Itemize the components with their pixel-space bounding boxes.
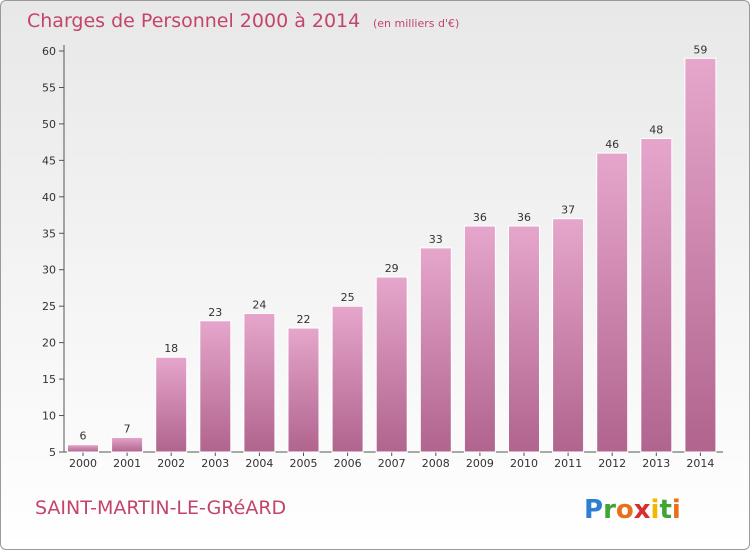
y-tick-label: 55 [42,81,56,94]
x-tick-label: 2008 [422,457,450,470]
x-tick-label: 2004 [245,457,273,470]
bar [199,320,232,453]
x-tick-label: 2014 [686,457,714,470]
x-tick-label: 2012 [598,457,626,470]
y-tick-label: 30 [42,264,56,277]
data-label: 23 [208,306,222,319]
data-label: 6 [80,430,87,443]
x-tick-label: 2010 [510,457,538,470]
logo-letter: i [672,495,681,525]
y-tick-label: 15 [42,373,56,386]
data-label: 22 [297,313,311,326]
x-tick-label: 2011 [554,457,582,470]
data-label: 59 [693,43,707,56]
bar [684,57,717,453]
y-tick-label: 20 [42,337,56,350]
y-tick-label: 10 [42,410,56,423]
y-tick-label: 45 [42,154,56,167]
y-tick-label: 50 [42,118,56,131]
bar [243,312,276,453]
data-label: 29 [385,262,399,275]
x-tick-label: 2007 [378,457,406,470]
data-label: 25 [341,291,355,304]
logo-letter: i [651,495,660,525]
logo-letter: o [616,495,634,525]
proxiti-logo: Proxiti [584,495,681,525]
bars-group: 6 7 18 23 24 22 25 29 33 36 36 37 46 48 59 [67,43,717,453]
y-tick-label: 35 [42,227,56,240]
bar [508,225,540,453]
data-label: 48 [649,123,663,136]
x-tick-label: 2001 [113,457,141,470]
bar [419,247,452,453]
data-label: 36 [517,211,531,224]
y-tick-label: 60 [42,45,56,58]
x-tick-label: 2005 [290,457,318,470]
bar [552,218,585,453]
data-label: 36 [473,211,487,224]
data-label: 24 [252,298,266,311]
data-label: 7 [124,422,131,435]
logo-letter: x [634,495,651,525]
chart-title: Charges de Personnel 2000 à 2014 [27,10,360,32]
bar [111,436,144,453]
x-tick-label: 2000 [69,457,97,470]
bar [640,137,673,453]
data-label: 37 [561,204,575,217]
bar [67,444,99,453]
bar [287,327,320,453]
place-name: SAINT-MARTIN-LE-GRéARD [35,497,286,519]
data-label: 46 [605,138,619,151]
bar [375,276,408,453]
x-tick-label: 2003 [201,457,229,470]
y-tick-label: 5 [49,446,56,459]
data-label: 18 [164,342,178,355]
logo-letter: t [659,495,671,525]
axes: 5 10 15 20 25 30 35 40 45 50 55 60 2000 2001 2002 2003 2… [42,45,723,470]
y-tick-label: 40 [42,191,56,204]
logo-letter: P [584,495,603,525]
x-tick-label: 2002 [157,457,185,470]
x-tick-label: 2006 [334,457,362,470]
data-label: 33 [429,233,443,246]
y-tick-label: 25 [42,300,56,313]
bar [596,152,629,453]
chart-subtitle: (en milliers d'€) [373,17,459,30]
logo-letter: r [603,495,616,525]
x-tick-label: 2009 [466,457,494,470]
bar [331,305,364,453]
x-tick-label: 2013 [642,457,670,470]
bar [463,225,496,453]
bar [155,356,188,453]
